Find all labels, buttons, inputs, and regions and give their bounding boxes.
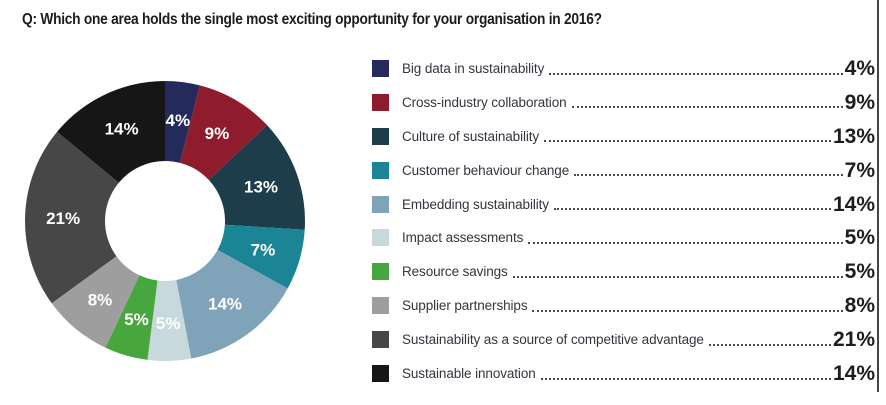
legend-value: 7% (844, 158, 875, 182)
donut-segment (179, 85, 268, 180)
legend-row: Impact assessments 5% (372, 226, 875, 250)
legend-dotted-leader (571, 106, 843, 109)
donut-segment-label: 5% (124, 310, 149, 329)
legend-value: 4% (844, 57, 875, 80)
legend-label: Sustainability as a source of competitiv… (402, 332, 704, 348)
legend-dotted-leader (574, 174, 843, 177)
legend-row: Sustainability as a source of competitiv… (372, 328, 875, 352)
legend-swatch (372, 195, 389, 213)
donut-segment (176, 249, 288, 359)
donut-segment-label: 5% (156, 314, 181, 333)
legend-dotted-leader (532, 309, 843, 312)
legend-dotted-leader (540, 377, 831, 380)
right-border-rule (877, 0, 879, 392)
legend-dotted-leader (549, 72, 843, 75)
donut-segment-label: 8% (88, 291, 113, 310)
legend-swatch (372, 93, 389, 111)
donut-segment-label: 9% (205, 124, 230, 143)
donut-segment-label: 21% (46, 209, 80, 228)
donut-segment (165, 81, 200, 163)
legend-label: Big data in sustainability (402, 61, 545, 76)
legend-row: Culture of sustainability 13% (372, 124, 875, 148)
legend-swatch (372, 365, 389, 383)
legend-label: Supplier partnerships (402, 298, 528, 314)
legend-value: 5% (844, 260, 875, 284)
legend-label: Impact assessments (402, 230, 524, 246)
donut-chart: 4% 9% 13% 7% 14% 5% 5% 8% 21% 14% (25, 81, 305, 362)
donut-segment (217, 224, 305, 289)
legend-label: Resource savings (402, 264, 508, 280)
legend-row: Resource savings 5% (372, 260, 875, 284)
donut-segment-label: 14% (208, 295, 242, 314)
legend-row: Customer behaviour change 7% (372, 158, 875, 182)
legend-swatch (372, 161, 389, 179)
donut-segment (57, 81, 165, 183)
donut-segment-label: 13% (244, 177, 278, 196)
legend-swatch (372, 127, 389, 145)
legend-value: 8% (844, 294, 875, 318)
donut-segment-label: 7% (251, 241, 276, 260)
legend-label: Embedding sustainability (402, 196, 549, 212)
legend-swatch (372, 263, 389, 281)
donut-segment-label: 4% (166, 111, 191, 130)
legend-row: Supplier partnerships 8% (372, 294, 875, 318)
legend-dotted-leader (544, 140, 831, 143)
legend-row: Embedding sustainability 14% (372, 192, 875, 216)
donut-segment (105, 275, 158, 360)
legend-dotted-leader (512, 275, 843, 278)
legend-swatch (372, 297, 389, 315)
legend-swatch (372, 229, 389, 247)
chart-legend: Big data in sustainability 4% Cross-indust… (372, 57, 875, 399)
legend-value: 14% (832, 192, 875, 216)
legend-dotted-leader (528, 241, 843, 244)
legend-label: Culture of sustainability (402, 128, 540, 144)
legend-value: 13% (832, 124, 875, 148)
legend-value: 21% (832, 328, 875, 352)
legend-label: Cross-industry collaboration (402, 94, 567, 110)
legend-value: 9% (844, 90, 875, 114)
legend-label: Customer behaviour change (402, 162, 570, 178)
legend-row: Big data in sustainability 4% (372, 57, 875, 80)
legend-dotted-leader (708, 343, 831, 346)
legend-dotted-leader (553, 208, 831, 211)
legend-value: 5% (844, 226, 875, 250)
page-title: Q: Which one area holds the single most … (22, 11, 602, 28)
donut-segment (147, 279, 192, 362)
donut-segment-label: 14% (105, 120, 139, 139)
donut-segment (208, 125, 305, 230)
legend-swatch (372, 331, 389, 349)
legend-label: Sustainable innovation (402, 366, 536, 382)
legend-swatch (372, 60, 389, 77)
legend-row: Cross-industry collaboration 9% (372, 90, 875, 114)
legend-value: 14% (832, 362, 875, 386)
legend-row: Sustainable innovation 14% (372, 362, 875, 386)
donut-segment (51, 256, 140, 348)
donut-segment (25, 131, 119, 304)
